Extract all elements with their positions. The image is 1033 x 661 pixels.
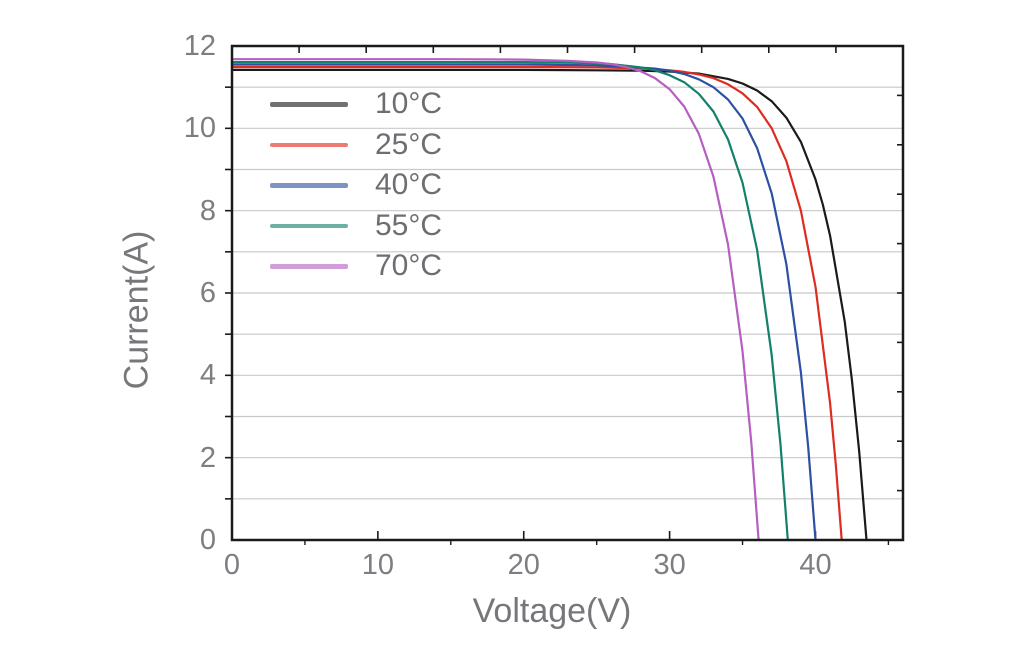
legend-line-swatch [270, 183, 348, 188]
legend-label: 25°C [375, 127, 443, 161]
y-tick-label: 0 [199, 524, 216, 556]
legend-item: 10°C [270, 84, 442, 125]
y-axis-title: Current(A) [117, 230, 156, 390]
legend: 10°C 25°C 40°C 55°C 70°C [270, 84, 442, 287]
y-tick-label: 4 [199, 359, 216, 392]
x-axis-title: Voltage(V) [472, 592, 632, 630]
curve-40c [230, 63, 817, 542]
y-tick-label: 2 [199, 441, 216, 474]
legend-label: 70°C [375, 249, 443, 283]
x-tick-label: 30 [653, 549, 686, 581]
legend-line-swatch [270, 223, 348, 228]
legend-item: 40°C [270, 165, 442, 206]
curve-25c [230, 65, 843, 542]
y-tick-label: 10 [183, 112, 216, 145]
curve-55c [230, 61, 789, 542]
legend-line-swatch [270, 264, 348, 269]
x-tick-label: 40 [799, 549, 832, 581]
y-tick-label: 8 [199, 194, 216, 227]
legend-label: 40°C [375, 168, 443, 202]
y-tick-label: 6 [199, 277, 216, 309]
legend-line-swatch [270, 102, 348, 107]
legend-label: 55°C [375, 208, 443, 242]
y-tick-label: 12 [183, 30, 216, 62]
legend-line-swatch [270, 142, 348, 147]
legend-item: 55°C [270, 206, 442, 247]
plot-frame [230, 44, 905, 542]
x-tick-label: 20 [507, 549, 540, 581]
legend-item: 70°C [270, 246, 442, 287]
legend-item: 25°C [270, 125, 442, 166]
x-tick-label: 0 [223, 549, 241, 581]
legend-label: 10°C [375, 87, 443, 121]
curve-70c [230, 58, 760, 542]
x-tick-label: 10 [361, 549, 394, 581]
curve-10c [230, 68, 868, 542]
